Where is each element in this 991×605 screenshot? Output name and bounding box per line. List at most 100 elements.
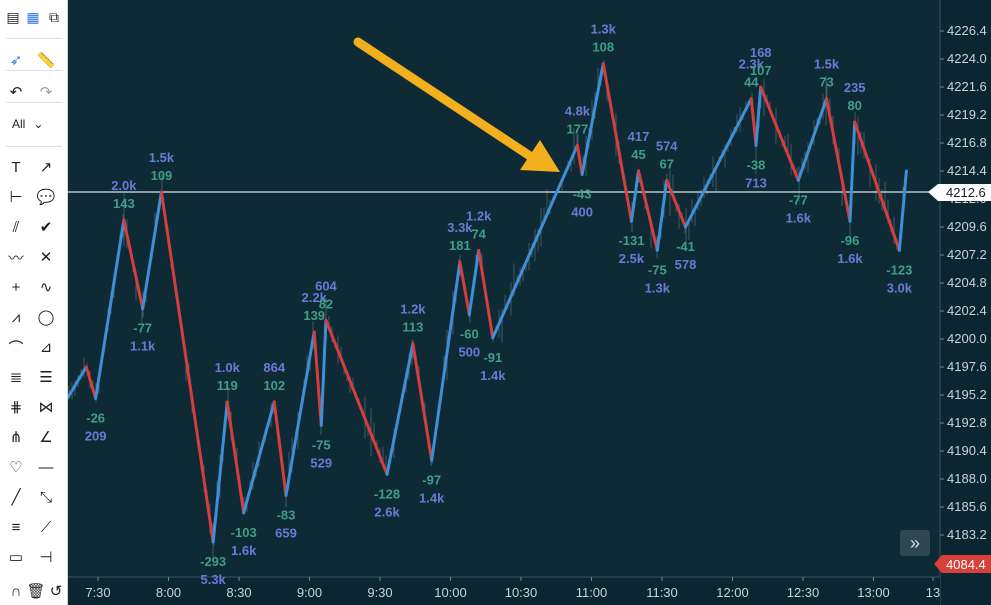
arrow-head [520, 140, 560, 172]
price-tick-label: 4200.0 [947, 331, 987, 346]
time-tick-label: 10:30 [505, 585, 538, 600]
line-icon[interactable]: ╱ [11, 489, 21, 506]
regression-icon[interactable]: ≡ [11, 518, 21, 536]
zigzag-down-segment [122, 218, 145, 311]
toolbar-separator [6, 38, 62, 39]
swing-delta-label: -60 [460, 327, 479, 342]
toolbar-separator [6, 102, 62, 103]
swing-volume-label: 400 [571, 205, 593, 220]
swing-delta-label: -75 [648, 262, 667, 277]
price-tick-label: 4216.8 [947, 135, 987, 150]
zigzag-up-segment [796, 97, 828, 182]
redo-icon[interactable]: ↷ [39, 84, 53, 101]
price-tick-label: 4226.4 [947, 23, 987, 38]
zigzag-down-segment [458, 260, 471, 316]
time-tick-label: 13:00 [857, 585, 890, 600]
swing-volume-label: 1.5k [149, 150, 175, 165]
comment-icon[interactable]: 💬 [36, 189, 56, 206]
time-tick-label: 9:30 [367, 585, 392, 600]
projection-icon[interactable]: ⟋ [40, 518, 52, 536]
horizontal-line-icon[interactable]: — [38, 458, 54, 476]
swing-volume-label: 1.3k [591, 22, 617, 37]
price-tick-label: 4221.6 [947, 79, 987, 94]
bowtie-icon[interactable]: ⋈ [38, 399, 54, 416]
measure-icon[interactable]: ⤡ [39, 488, 52, 506]
swing-volume-label: 5.3k [200, 572, 226, 587]
polyline-icon[interactable]: ⩘ [11, 308, 21, 326]
swing-volume-label: 1.6k [837, 251, 863, 266]
check-icon[interactable]: ✔ [39, 219, 53, 236]
zigzag-up-segment [848, 120, 857, 223]
cross-x-icon[interactable]: ✕ [39, 249, 53, 266]
zigzag-up-segment [655, 178, 669, 252]
rectangle-icon[interactable]: ▭ [8, 549, 24, 566]
brush-icon[interactable]: ∿ [39, 279, 53, 296]
trash-icon[interactable]: 🗑 [26, 583, 46, 600]
popout-icon[interactable]: ⧉ [49, 8, 59, 25]
text-icon[interactable]: T [11, 158, 21, 176]
swing-delta-label: -83 [277, 507, 296, 522]
swing-delta-label: 73 [819, 75, 833, 90]
fib-levels-icon[interactable]: ☰ [39, 369, 53, 386]
swing-labels: -26 209 2.0k 143 -77 1.1k 1.5k 109 -293 5.3k 1.0k 1… [85, 22, 913, 587]
range-icon[interactable]: ⊢ [9, 189, 23, 206]
swing-delta-label: 177 [567, 121, 589, 136]
chevron-down-icon: ⌄ [33, 117, 44, 131]
swing-volume-label: 168 [750, 45, 772, 60]
layout-list-icon[interactable]: ▤ [6, 8, 20, 25]
ruler-icon[interactable]: 📏 [36, 52, 56, 69]
reset-icon[interactable]: ↺ [49, 583, 63, 600]
swing-volume-label: 1.3k [645, 280, 671, 295]
time-tick-label: 7:30 [85, 585, 110, 600]
swing-volume-label: 604 [315, 278, 337, 293]
wave-icon[interactable]: 〰 [8, 249, 24, 267]
time-tick-label: 9:00 [297, 585, 322, 600]
ellipse-icon[interactable]: ◯ [37, 309, 55, 326]
swing-volume-label: 1.0k [215, 360, 241, 375]
crosshair-icon[interactable]: + [11, 278, 21, 296]
arrow-icon[interactable]: ↗ [39, 159, 53, 176]
zigzag-up-segment [211, 400, 229, 544]
swing-volume-label: 713 [745, 175, 767, 190]
swing-delta-label: 181 [449, 238, 471, 253]
cursor-icon[interactable]: ➶ [9, 52, 23, 69]
zigzag-up-segment [430, 260, 462, 462]
zigzag-up-segment [897, 169, 908, 252]
time-tick-label: 12:30 [787, 585, 820, 600]
gann-icon[interactable]: ⋕ [9, 399, 23, 416]
price-tick-label: 4202.4 [947, 303, 987, 318]
fan-icon[interactable]: ⊿ [39, 339, 53, 356]
arrow-shaft [353, 37, 535, 161]
swing-volume-label: 4.8k [565, 103, 591, 118]
zigzag-down-segment [637, 169, 659, 252]
path-icon[interactable]: ⊣ [39, 549, 53, 566]
zigzag-down-segment [853, 120, 901, 252]
price-tick-label: 4197.6 [947, 359, 987, 374]
fib-retracement-icon[interactable]: ≣ [9, 369, 23, 386]
zigzag-down-segment [272, 400, 288, 497]
price-tick-label: 4188.0 [947, 471, 987, 486]
price-tick-label: 4190.4 [947, 443, 987, 458]
expand-button[interactable]: » [900, 530, 930, 556]
parallel-lines-icon[interactable]: ⫽ [12, 218, 20, 236]
swing-delta-label: 113 [402, 320, 423, 335]
arcs-icon[interactable]: ⌒ [8, 339, 24, 357]
price-axis-panel [940, 0, 991, 605]
layout-grid-icon[interactable]: ▦ [26, 8, 40, 25]
undo-icon[interactable]: ↶ [9, 84, 23, 101]
zigzag-up-segment [94, 218, 126, 400]
bottom-price-label: 4084.4 [946, 557, 986, 572]
tool-filter-select[interactable]: All ⌄ [12, 112, 58, 136]
swing-delta-label: 67 [659, 156, 673, 171]
magnet-icon[interactable]: ∩ [10, 582, 22, 600]
swing-delta-label: 102 [263, 378, 285, 393]
swing-volume-label: 864 [263, 360, 285, 375]
swing-delta-label: -128 [374, 486, 400, 501]
swing-delta-label: -103 [231, 525, 257, 540]
swing-volume-label: 417 [628, 129, 650, 144]
heart-icon[interactable]: ♡ [9, 459, 23, 476]
price-chart[interactable]: 4226.4 4224.0 4221.6 4219.2 4216.8 4214.4 4212… [68, 0, 991, 605]
time-tick-label: 8:30 [226, 585, 251, 600]
pitchfork-icon[interactable]: ⋔ [9, 429, 23, 446]
angle-icon[interactable]: ∠ [39, 429, 53, 446]
